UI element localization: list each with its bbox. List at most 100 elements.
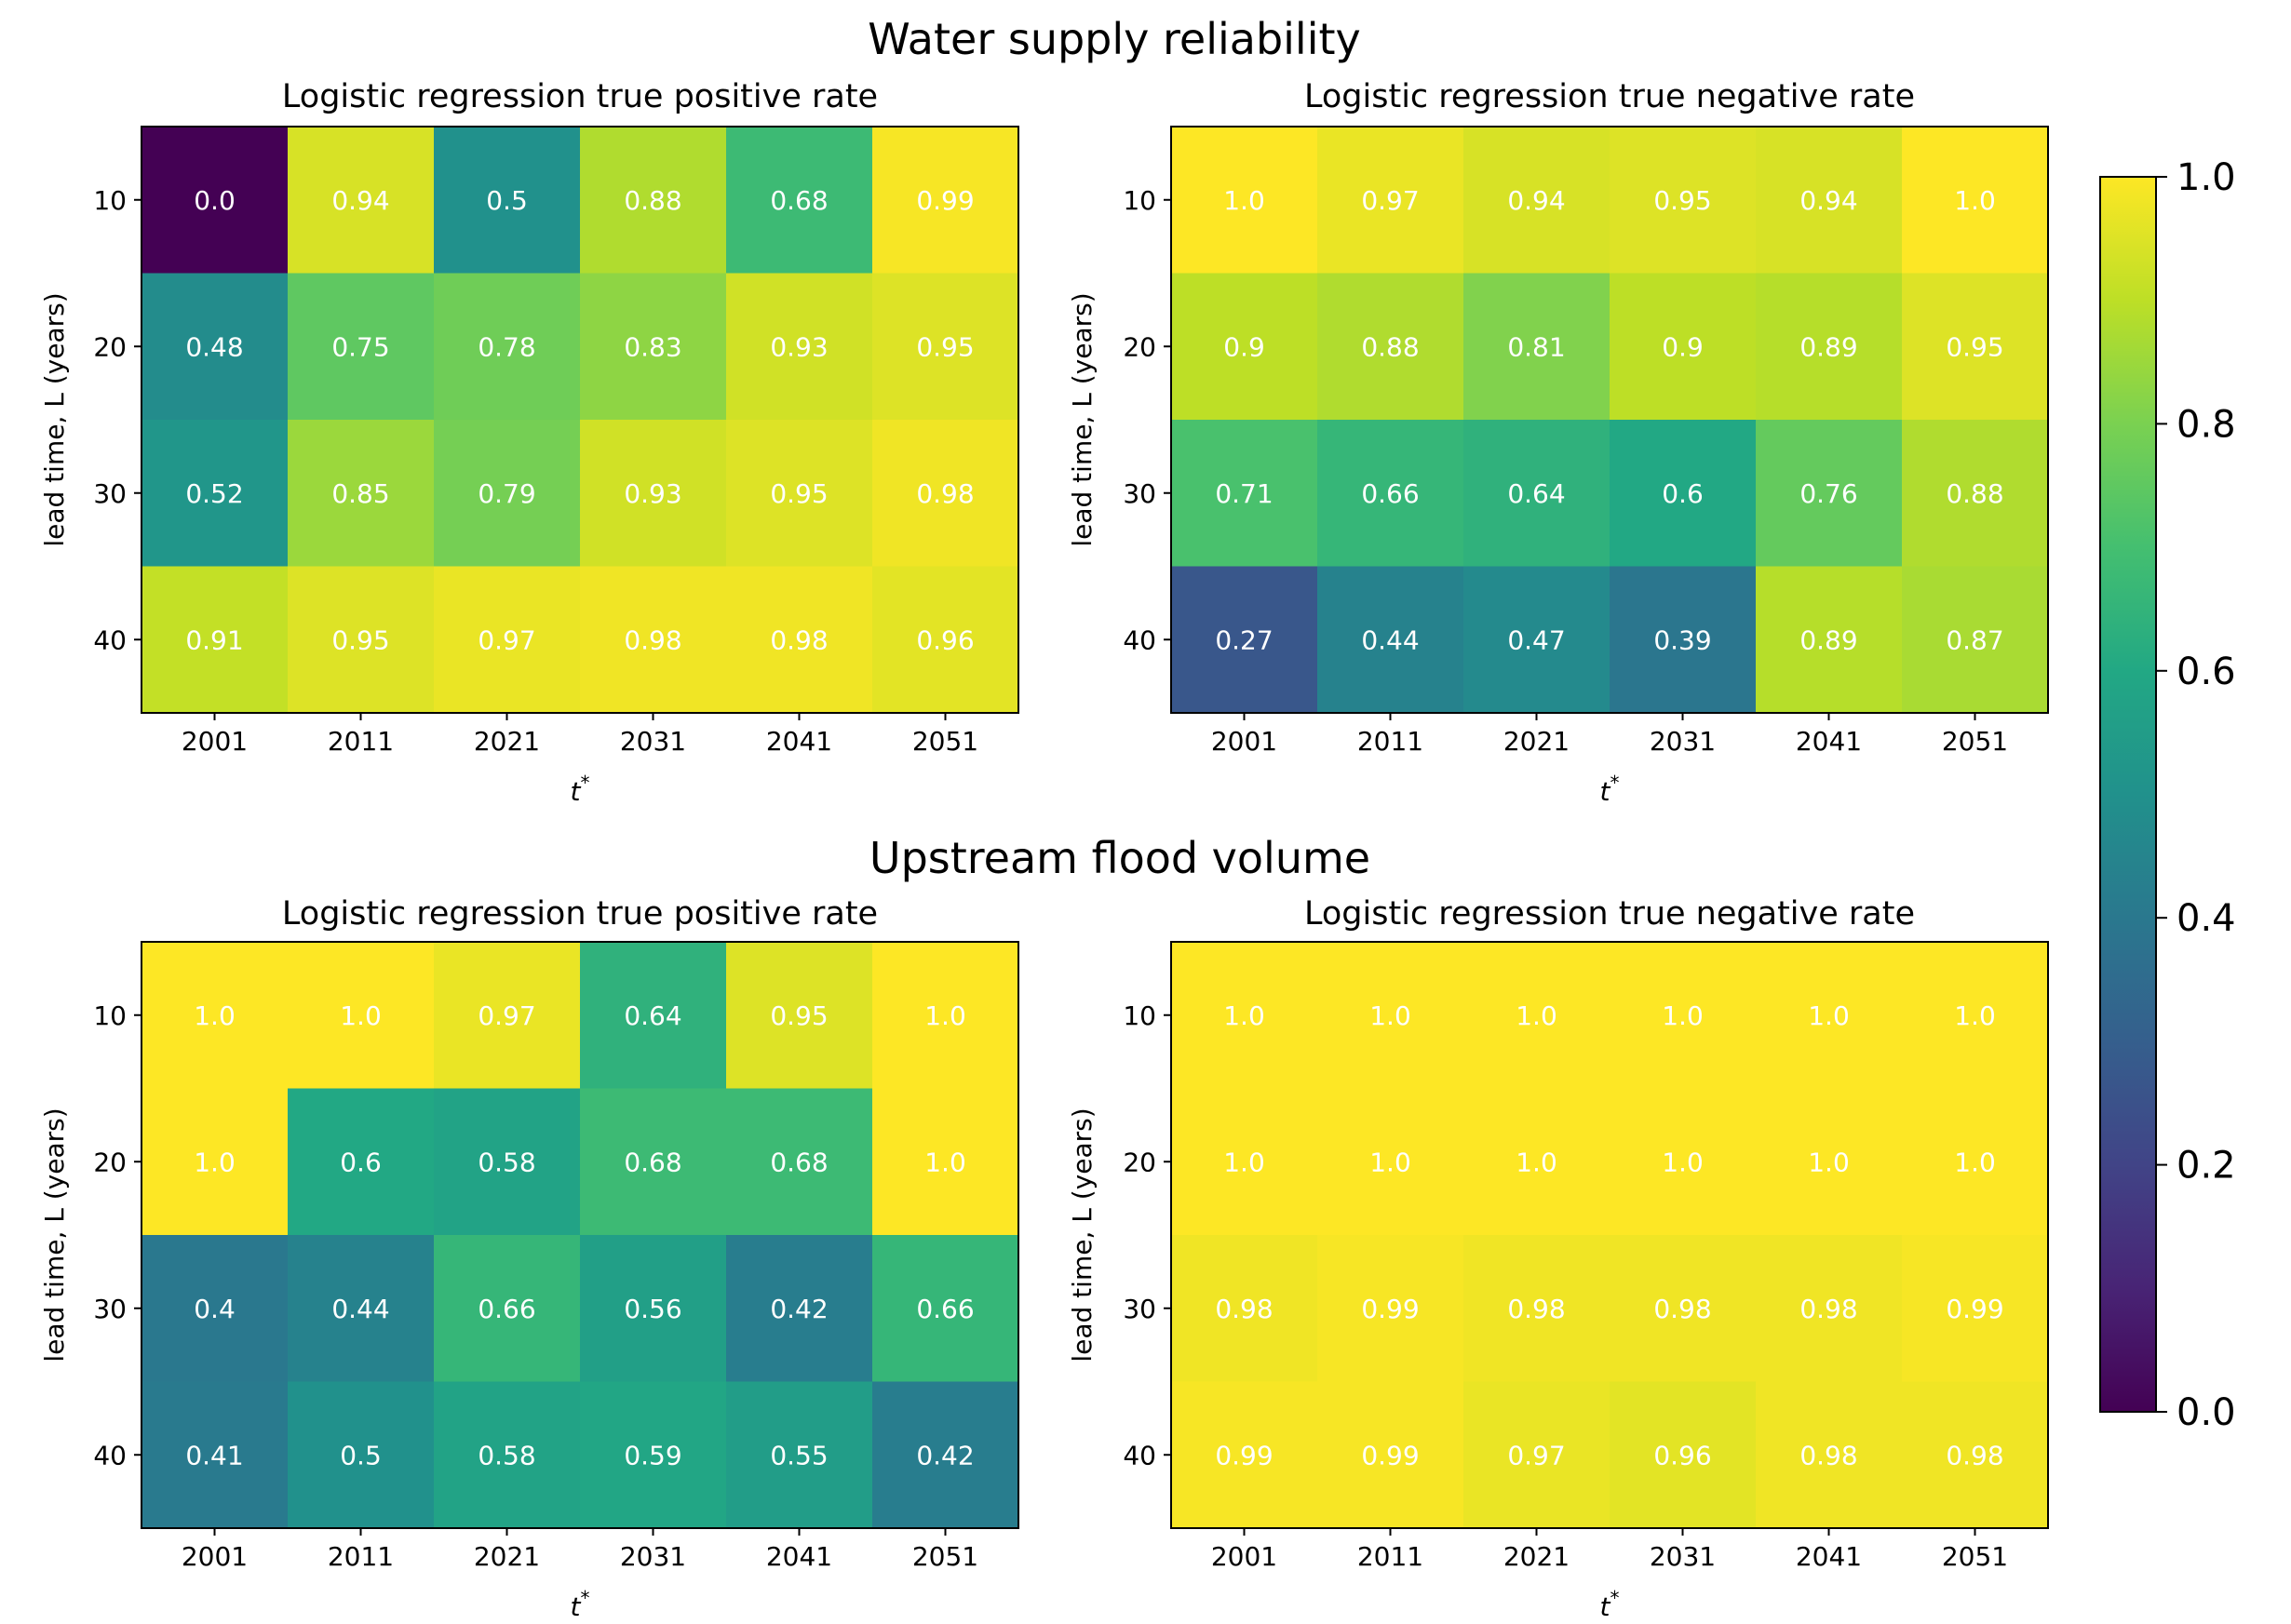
panel-title: Logistic regression true negative rate (1304, 895, 1915, 933)
heatmap-cell (1756, 420, 1903, 567)
heatmap-cell (726, 127, 873, 274)
x-tick-label: 2051 (912, 726, 978, 757)
heatmap-cell (434, 1381, 581, 1529)
heatmap-cell (1902, 566, 2049, 714)
heatmap-panel: 1.0 1.0 0.97 0.64 0.95 1.0 1.0 0.6 0.58 0.68 0.68 1… (39, 895, 1019, 1622)
cell-value-label: 0.88 (1946, 478, 2003, 509)
cell-value-label: 0.99 (916, 185, 974, 216)
x-axis-label: t* (571, 772, 590, 807)
heatmap-cell (142, 942, 289, 1089)
cell-value-label: 0.47 (1507, 624, 1565, 655)
x-tick-label: 2031 (620, 726, 686, 757)
heatmap-cell (1756, 1235, 1903, 1382)
cell-value-label: 0.95 (331, 624, 389, 655)
heatmap-panel: 1.0 1.0 1.0 1.0 1.0 1.0 1.0 1.0 1.0 1.0 1.0 1.0 0.98… (1067, 895, 2049, 1622)
cell-value-label: 0.68 (770, 185, 828, 216)
x-tick-label: 2011 (1357, 1541, 1423, 1572)
cell-value-label: 1.0 (1662, 1000, 1704, 1031)
cell-value-label: 0.91 (185, 624, 243, 655)
plot-frame (141, 126, 1019, 714)
y-tick-label: 40 (93, 624, 127, 655)
colorbar-tick-label: 0.4 (2176, 897, 2236, 940)
heatmap-cell (1902, 1088, 2049, 1236)
heatmap-cell (142, 127, 289, 274)
cell-value-label: 0.85 (331, 478, 389, 509)
cell-value-label: 0.94 (331, 185, 389, 216)
cell-value-label: 0.96 (1653, 1440, 1711, 1470)
x-tick-label: 2041 (1796, 1541, 1862, 1572)
heatmap-panel: 0.0 0.94 0.5 0.88 0.68 0.99 0.48 0.75 0.78 0.83 0.… (39, 78, 1019, 807)
x-tick-label: 2041 (766, 726, 832, 757)
heatmap-cell (288, 1088, 435, 1236)
heatmap-cell (1171, 942, 1318, 1089)
cell-value-label: 0.48 (185, 331, 243, 362)
cell-value-label: 0.89 (1799, 624, 1857, 655)
colorbar-gradient (2099, 176, 2157, 1413)
colorbar-tick-label: 1.0 (2176, 156, 2236, 199)
y-tick-label: 30 (93, 1294, 127, 1324)
heatmap-cell (142, 1381, 289, 1529)
heatmap-cell (142, 1235, 289, 1382)
heatmap-cell (288, 942, 435, 1089)
heatmap-cell (434, 1235, 581, 1382)
heatmap-cell (726, 566, 873, 714)
cell-value-label: 0.98 (1946, 1440, 2003, 1470)
x-tick-label: 2031 (1650, 726, 1716, 757)
cell-value-label: 0.98 (1653, 1294, 1711, 1324)
heatmap-cell (434, 127, 581, 274)
heatmap-cell (1902, 1235, 2049, 1382)
section-title-water-supply: Water supply reliability (868, 14, 1361, 64)
heatmap-cell (1171, 1235, 1318, 1382)
heatmap-cell (1171, 1088, 1318, 1236)
heatmap-cell (726, 942, 873, 1089)
x-tick-label: 2011 (328, 1541, 394, 1572)
heatmap-cell (1463, 566, 1610, 714)
heatmap-cell (872, 127, 1019, 274)
y-tick-label: 10 (1123, 1000, 1156, 1031)
cell-value-label: 1.0 (1662, 1147, 1704, 1177)
cell-value-label: 0.88 (624, 185, 681, 216)
x-tick-label: 2021 (1503, 726, 1570, 757)
cell-value-label: 0.87 (1946, 624, 2003, 655)
y-tick-label: 30 (93, 478, 127, 509)
panel-title: Logistic regression true positive rate (282, 895, 878, 933)
cell-value-label: 0.99 (1361, 1294, 1419, 1324)
y-tick-label: 40 (1123, 624, 1156, 655)
heatmap-cell (1317, 1088, 1464, 1236)
y-tick-label: 40 (1123, 1440, 1156, 1470)
cell-value-label: 1.0 (1516, 1000, 1557, 1031)
x-axis-label: t* (571, 1587, 590, 1622)
y-tick-label: 40 (93, 1440, 127, 1470)
heatmap-cell (1902, 127, 2049, 274)
cell-value-label: 0.58 (478, 1147, 535, 1177)
panel-title: Logistic regression true negative rate (1304, 78, 1915, 115)
heatmap-cell (288, 127, 435, 274)
y-tick-label: 10 (1123, 185, 1156, 216)
y-axis-label: lead time, L (years) (39, 1107, 70, 1362)
cell-value-label: 1.0 (194, 1147, 236, 1177)
heatmap-cell (1902, 942, 2049, 1089)
heatmap-cell (1171, 420, 1318, 567)
x-tick-label: 2011 (328, 726, 394, 757)
cell-value-label: 0.44 (331, 1294, 389, 1324)
y-tick-label: 20 (93, 331, 127, 362)
heatmap-cell (1317, 127, 1464, 274)
cell-value-label: 0.97 (1507, 1440, 1565, 1470)
cell-value-label: 0.93 (624, 478, 681, 509)
heatmap-cell (1171, 273, 1318, 421)
heatmap-cell (1171, 127, 1318, 274)
heatmap-cell (1756, 273, 1903, 421)
cell-value-label: 0.66 (478, 1294, 535, 1324)
heatmap-cell (1463, 127, 1610, 274)
x-axis-label: t* (1600, 1587, 1620, 1622)
plot-frame (141, 941, 1019, 1529)
heatmap-cell (1902, 1381, 2049, 1529)
heatmap-cell (434, 1088, 581, 1236)
plot-frame (1170, 126, 2049, 714)
heatmap-cell (1317, 942, 1464, 1089)
cell-value-label: 0.42 (770, 1294, 828, 1324)
heatmap-cell (1610, 1235, 1757, 1382)
cell-value-label: 0.66 (916, 1294, 974, 1324)
heatmap-cell (726, 1088, 873, 1236)
x-tick-label: 2021 (474, 726, 540, 757)
